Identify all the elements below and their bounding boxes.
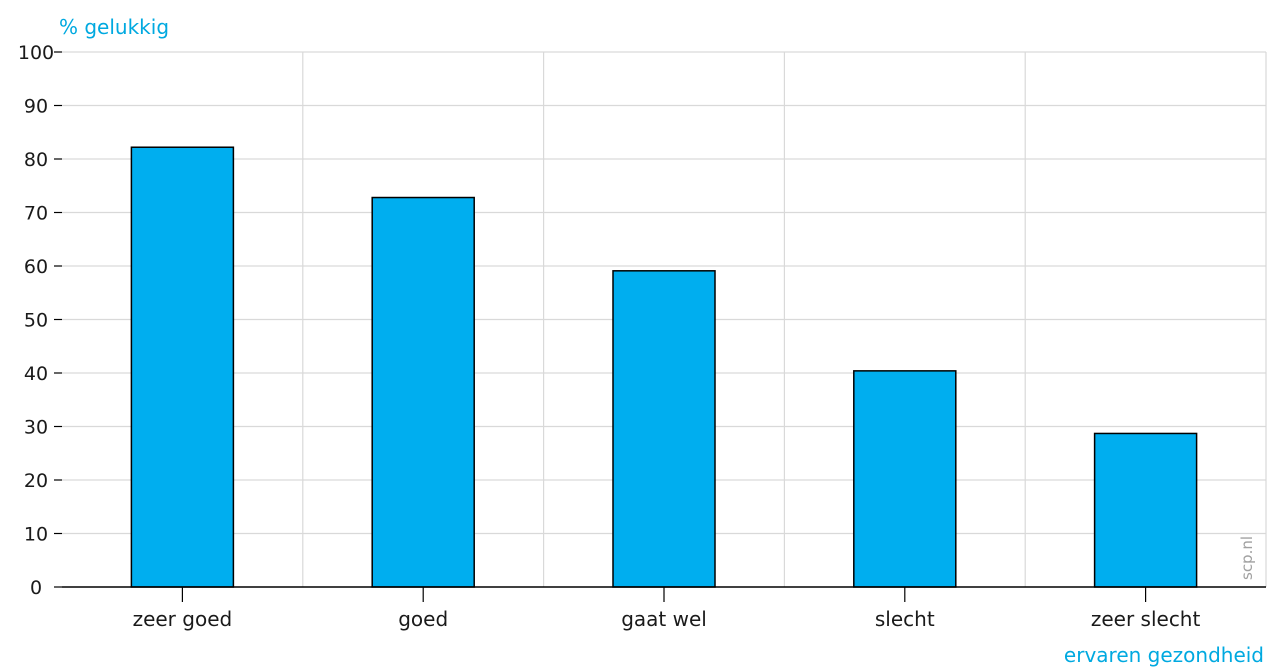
y-tick-label-0: 0 [30,577,42,599]
x-tick-label-3: slecht [875,607,935,631]
bar-3 [853,370,957,588]
y-tick-label-3: 30 [24,417,48,439]
x-tick-label-1: goed [398,607,448,631]
y-tick-labels: 0 10 20 30 40 50 60 70 80 90 100 [18,42,62,599]
bar-1 [371,196,475,588]
x-tick-label-4: zeer slecht [1091,607,1201,631]
y-tick-label-2: 20 [24,470,48,492]
y-tick-label-7: 70 [24,203,48,225]
bar-0 [130,146,235,588]
x-tick-label-0: zeer goed [133,607,233,631]
x-tick-labels: zeer goed goed gaat wel slecht zeer slecht [133,607,1201,631]
y-axis-title: % gelukkig [59,15,169,39]
y-tick-label-8: 80 [24,149,48,171]
y-tick-label-1: 10 [24,524,48,546]
y-tick-label-6: 60 [24,256,48,278]
axes [62,586,1266,602]
bar-2 [612,270,716,588]
bar-4 [1093,432,1198,588]
y-tick-label-5: 50 [24,310,48,332]
x-tick-label-2: gaat wel [621,607,707,631]
bars [130,146,1198,588]
y-tick-label-10: 100 [18,42,54,64]
y-tick-label-9: 90 [24,96,48,118]
source-label: scp.nl [1238,536,1256,580]
y-tick-label-4: 40 [24,363,48,385]
x-axis-title: ervaren gezondheid [1064,643,1264,667]
